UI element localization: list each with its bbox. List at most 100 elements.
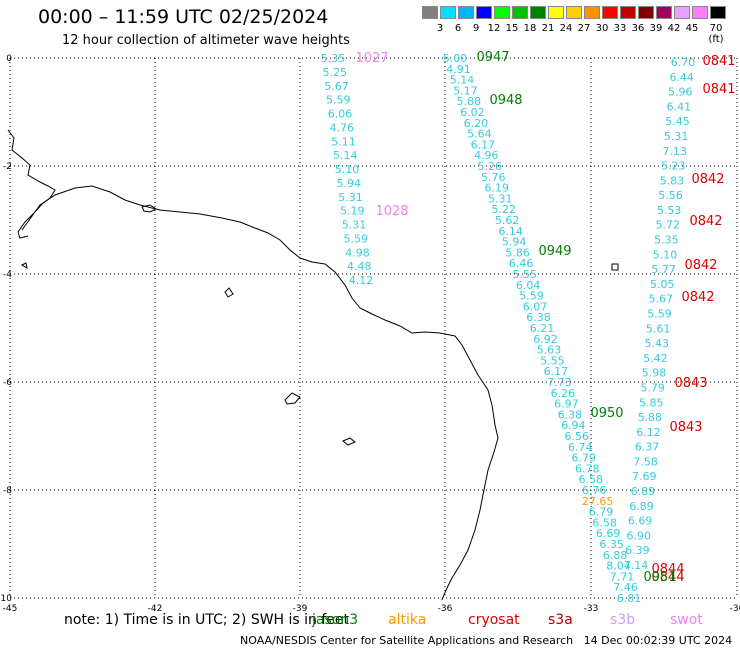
page-title: 00:00 – 11:59 UTC 02/25/2024 <box>38 6 329 28</box>
satellite-label-jason3: jason3 <box>312 612 359 628</box>
page-subtitle: 12 hour collection of altimeter wave hei… <box>62 33 350 48</box>
wave-height-label: 5.76 <box>481 171 506 184</box>
x-axis-label: -30 <box>730 604 740 614</box>
legend-label: 24 <box>559 23 573 34</box>
x-axis-label: -36 <box>438 604 453 614</box>
wave-height-label: 6.20 <box>464 117 489 130</box>
pass-time-label: 0948 <box>489 93 522 108</box>
wave-height-label: 7.73 <box>547 376 572 389</box>
wave-height-label: 5.10 <box>335 163 360 176</box>
wave-height-label: 5.56 <box>658 189 683 202</box>
wave-height-label: 7.71 <box>610 570 635 583</box>
legend-swatch <box>692 6 708 19</box>
island-1 <box>141 204 157 213</box>
legend-label: 45 <box>685 23 699 34</box>
wave-height-label: 6.19 <box>485 182 510 195</box>
legend-label: 39 <box>649 23 663 34</box>
x-axis-label: -42 <box>148 604 163 614</box>
wave-height-label: 5.42 <box>643 352 668 365</box>
wave-height-label: 5.79 <box>640 381 665 394</box>
legend-label: 12 <box>487 23 501 34</box>
island-5 <box>611 263 619 271</box>
legend-swatch <box>602 6 618 19</box>
wave-height-label: 5.59 <box>344 232 369 245</box>
wave-height-label: 5.00 <box>443 52 468 65</box>
wave-height-label: 5.59 <box>326 94 351 107</box>
wave-height-label: 6.92 <box>533 333 558 346</box>
wave-height-label: 6.89 <box>631 485 656 498</box>
pass-time-label: 0947 <box>476 50 509 65</box>
legend-swatch <box>422 6 438 19</box>
wave-height-label: 6.39 <box>625 544 650 557</box>
legend-label: 9 <box>472 23 480 34</box>
wave-height-label: 6.89 <box>629 500 654 513</box>
altimeter-tracks: 5.355.255.675.596.064.765.115.145.105.94… <box>321 52 696 605</box>
wave-height-label: 5.26 <box>478 160 503 173</box>
wave-height-label: 4.98 <box>345 246 370 259</box>
pass-time-label: 0841 <box>702 82 735 97</box>
pass-time-label: 0841 <box>702 54 735 69</box>
wave-height-label: 5.96 <box>668 86 693 99</box>
wave-height-label: 5.61 <box>646 322 671 335</box>
wave-height-label: 6.97 <box>554 398 579 411</box>
legend-swatch <box>638 6 654 19</box>
wave-height-label: 5.14 <box>333 149 358 162</box>
coastline-north <box>7 129 56 239</box>
island-4 <box>342 437 356 446</box>
wave-height-label: 5.63 <box>537 344 562 357</box>
wave-height-label: 5.59 <box>647 308 672 321</box>
wave-height-label: 4.76 <box>330 121 355 134</box>
legend-swatch <box>476 6 492 19</box>
legend-swatch <box>566 6 582 19</box>
legend-label: 18 <box>523 23 537 34</box>
wave-height-label: 6.07 <box>523 300 548 313</box>
wave-height-label: 6.37 <box>635 441 660 454</box>
legend-label: 6 <box>454 23 462 34</box>
satellite-label-swot: swot <box>670 612 703 628</box>
wave-height-label: 6.17 <box>471 138 496 151</box>
wave-height-label: 27.65 <box>582 495 614 508</box>
wave-height-label: 6.41 <box>667 100 692 113</box>
wave-height-label: 5.64 <box>467 128 492 141</box>
x-axis-label: -45 <box>3 604 18 614</box>
wave-height-label: 5.98 <box>642 367 667 380</box>
wave-height-label: 5.31 <box>338 191 363 204</box>
island-6 <box>20 262 28 270</box>
legend-label: 3 <box>436 23 444 34</box>
pass-time-label: 0844 <box>651 570 684 585</box>
y-axis-labels: 0 -2 -4 -6 -8 -10 <box>0 54 12 604</box>
legend-swatch <box>530 6 546 19</box>
legend-swatch <box>548 6 564 19</box>
pass-time-label: 0842 <box>691 172 724 187</box>
pass-time-label: 0844 <box>651 562 684 577</box>
wave-height-label: 5.53 <box>657 204 682 217</box>
wave-height-label: 5.55 <box>512 268 537 281</box>
wave-height-label: 7.46 <box>613 581 638 594</box>
wave-height-label: 6.38 <box>558 408 583 421</box>
legend-swatch <box>512 6 528 19</box>
wave-height-label: 6.58 <box>578 473 603 486</box>
legend-swatch <box>584 6 600 19</box>
island-2 <box>224 287 234 298</box>
wave-height-label: 4.91 <box>446 63 471 76</box>
wave-height-label: 6.74 <box>568 441 593 454</box>
y-axis-label: 0 <box>6 54 12 64</box>
legend-label: 21 <box>541 23 555 34</box>
wave-height-label: 5.85 <box>639 396 664 409</box>
wave-height-label: 5.88 <box>638 411 663 424</box>
wave-height-label: 5.31 <box>342 219 367 232</box>
wave-height-label: 6.56 <box>565 430 590 443</box>
legend-swatch <box>494 6 510 19</box>
wave-height-label: 6.70 <box>671 56 696 69</box>
wave-height-label: 5.17 <box>453 84 478 97</box>
wave-height-label: 6.69 <box>628 515 653 528</box>
satellite-label-cryosat: cryosat <box>468 612 520 628</box>
legend-swatch <box>710 6 726 19</box>
wave-height-label: 6.12 <box>636 426 661 439</box>
wave-height-label: 5.55 <box>540 354 565 367</box>
wave-height-label: 6.58 <box>592 516 617 529</box>
pass-time-labels: 1027 1028 0947 0948 0949 0950 0841 0841 0842 0842… <box>355 50 735 585</box>
y-axis-label: -6 <box>3 378 12 388</box>
wave-height-label: 6.78 <box>575 462 600 475</box>
